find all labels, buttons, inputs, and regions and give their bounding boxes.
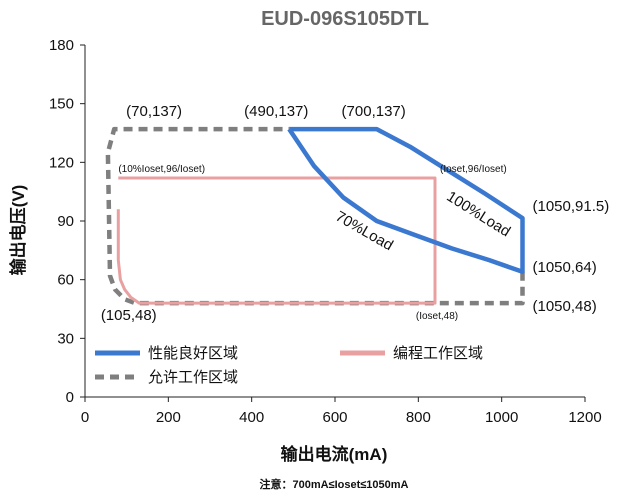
y-tick-label: 120 [49,154,74,171]
x-tick-label: 1000 [485,409,518,426]
data-point-label: (1050,48) [533,298,597,315]
series-line [105,126,525,306]
plot-area: 0 200 400 600 800 1000 1200 0 30 60 90 120 150 180 (70… [49,37,609,426]
x-tick-label: 1200 [568,409,601,426]
data-point-label: (700,137) [342,103,406,120]
data-point-label: (10%Ioset,96/Ioset) [118,164,205,175]
y-tick-label: 30 [57,330,74,347]
chart-title: EUD-096S105DTL [261,8,429,30]
data-point-label: (105,48) [101,307,157,324]
y-tick-label: 60 [57,272,74,289]
data-point-label: (70,137) [126,103,182,120]
curve-label: 100%Load [443,188,513,240]
data-point-label: (1050,91.5) [533,198,610,215]
data-point-label: (Ioset,48) [416,311,458,322]
legend-label: 允许工作区域 [148,369,238,386]
y-tick-label: 0 [66,389,74,406]
data-point-label: (1050,64) [533,259,597,276]
series-line [287,126,525,275]
y-tick-label: 90 [57,213,74,230]
legend-label: 编程工作区域 [393,345,483,362]
x-tick-label: 800 [406,409,431,426]
x-tick-label: 600 [322,409,347,426]
y-tick-label: 180 [49,37,74,54]
chart-note: 注意：700mA≤Ioset≤1050mA [259,477,408,491]
y-axis-label: 输出电压(V) [8,185,28,276]
data-point-label: (490,137) [244,103,308,120]
data-point-label: (Ioset,96/Ioset) [440,164,507,175]
series-line [116,176,437,305]
x-tick-label: 0 [81,409,89,426]
x-axis-label: 输出电流(mA) [281,444,388,464]
legend-label: 性能良好区域 [148,345,238,362]
x-tick-label: 200 [156,409,181,426]
y-tick-label: 150 [49,96,74,113]
x-tick-label: 400 [239,409,264,426]
